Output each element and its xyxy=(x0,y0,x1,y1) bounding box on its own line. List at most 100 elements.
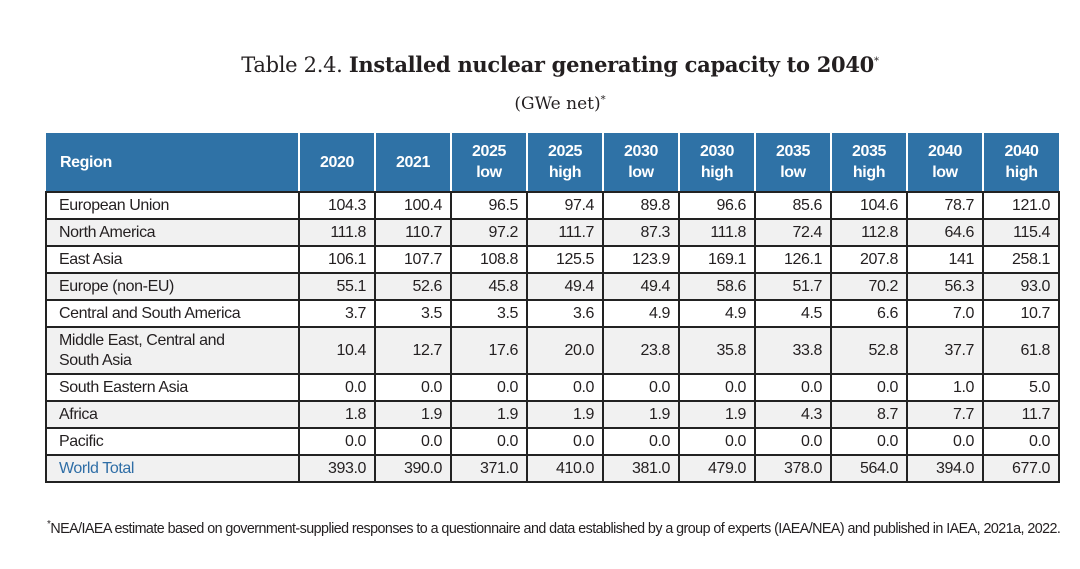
value-cell: 141 xyxy=(906,245,984,274)
header-text: 2025 xyxy=(548,143,582,160)
region-cell: Europe (non-EU) xyxy=(45,272,300,301)
region-cell: South Eastern Asia xyxy=(45,373,300,402)
value-cell: 393.0 xyxy=(298,454,376,483)
value-cell: 106.1 xyxy=(298,245,376,274)
value-cell: 20.0 xyxy=(526,326,604,375)
value-cell: 0.0 xyxy=(754,427,832,456)
header-text: 2025 xyxy=(472,143,506,160)
value-cell: 115.4 xyxy=(982,218,1060,247)
value-cell: 108.8 xyxy=(450,245,528,274)
value-cell: 51.7 xyxy=(754,272,832,301)
table-title: Table 2.4. Installed nuclear generating … xyxy=(0,52,1080,77)
value-cell: 1.9 xyxy=(678,400,756,429)
value-cell: 3.7 xyxy=(298,299,376,328)
value-cell: 96.5 xyxy=(450,191,528,220)
value-cell: 125.5 xyxy=(526,245,604,274)
value-cell: 7.7 xyxy=(906,400,984,429)
value-cell: 258.1 xyxy=(982,245,1060,274)
value-cell: 381.0 xyxy=(602,454,680,483)
value-cell: 0.0 xyxy=(906,427,984,456)
value-cell: 87.3 xyxy=(602,218,680,247)
table-row: East Asia 106.1 107.7 108.8 125.5 123.9 169.1 1… xyxy=(45,245,1060,274)
value-cell: 4.3 xyxy=(754,400,832,429)
value-cell: 0.0 xyxy=(830,373,908,402)
table-row: North America 111.8 110.7 97.2 111.7 87.3 111.… xyxy=(45,218,1060,247)
value-cell: 61.8 xyxy=(982,326,1060,375)
region-cell: World Total xyxy=(45,454,300,483)
value-cell: 70.2 xyxy=(830,272,908,301)
region-cell: Pacific xyxy=(45,427,300,456)
value-cell: 394.0 xyxy=(906,454,984,483)
region-cell: European Union xyxy=(45,191,300,220)
table-row: South Eastern Asia 0.0 0.0 0.0 0.0 0.0 0.0 0.0 0… xyxy=(45,373,1060,402)
region-cell: Africa xyxy=(45,400,300,429)
column-header: 2020 xyxy=(298,133,375,193)
value-cell: 0.0 xyxy=(298,373,376,402)
value-cell: 3.5 xyxy=(374,299,452,328)
value-cell: 123.9 xyxy=(602,245,680,274)
value-cell: 85.6 xyxy=(754,191,832,220)
units-footnote-marker: * xyxy=(600,94,606,106)
value-cell: 11.7 xyxy=(982,400,1060,429)
header-text: 2030 xyxy=(700,143,734,160)
value-cell: 96.6 xyxy=(678,191,756,220)
value-cell: 93.0 xyxy=(982,272,1060,301)
value-cell: 121.0 xyxy=(982,191,1060,220)
value-cell: 1.9 xyxy=(602,400,680,429)
column-header-region: Region xyxy=(46,133,299,193)
total-row: World Total 393.0 390.0 371.0 410.0 381.0 479.… xyxy=(45,454,1060,483)
table-units: (GWe net)* xyxy=(0,94,1080,114)
value-cell: 0.0 xyxy=(982,427,1060,456)
value-cell: 104.6 xyxy=(830,191,908,220)
value-cell: 126.1 xyxy=(754,245,832,274)
header-text: 2020 xyxy=(320,153,354,171)
table-number: Table 2.4. xyxy=(241,53,343,77)
value-cell: 564.0 xyxy=(830,454,908,483)
value-cell: 0.0 xyxy=(830,427,908,456)
value-cell: 58.6 xyxy=(678,272,756,301)
value-cell: 89.8 xyxy=(602,191,680,220)
table-row: Africa 1.8 1.9 1.9 1.9 1.9 1.9 4.3 8.7 7.7 11.7 xyxy=(45,400,1060,429)
header-text: 2021 xyxy=(396,153,430,171)
header-text: 2030 xyxy=(624,143,658,160)
region-cell: East Asia xyxy=(45,245,300,274)
value-cell: 378.0 xyxy=(754,454,832,483)
value-cell: 0.0 xyxy=(450,373,528,402)
value-cell: 110.7 xyxy=(374,218,452,247)
value-cell: 0.0 xyxy=(602,373,680,402)
column-header: 2035 high xyxy=(830,133,907,193)
title-footnote-marker: * xyxy=(874,56,879,67)
value-cell: 1.9 xyxy=(526,400,604,429)
value-cell: 111.8 xyxy=(678,218,756,247)
value-cell: 207.8 xyxy=(830,245,908,274)
value-cell: 1.0 xyxy=(906,373,984,402)
value-cell: 112.8 xyxy=(830,218,908,247)
header-text: high xyxy=(1005,164,1038,181)
value-cell: 0.0 xyxy=(374,427,452,456)
value-cell: 107.7 xyxy=(374,245,452,274)
column-header: 2035 low xyxy=(754,133,831,193)
footnote-text: NEA/IAEA estimate based on government-su… xyxy=(50,520,1061,537)
value-cell: 390.0 xyxy=(374,454,452,483)
value-cell: 0.0 xyxy=(374,373,452,402)
value-cell: 479.0 xyxy=(678,454,756,483)
region-cell: Central and South America xyxy=(45,299,300,328)
footnote-marker: * xyxy=(47,519,51,530)
value-cell: 97.2 xyxy=(450,218,528,247)
value-cell: 35.8 xyxy=(678,326,756,375)
value-cell: 104.3 xyxy=(298,191,376,220)
region-cell: North America xyxy=(45,218,300,247)
value-cell: 10.4 xyxy=(298,326,376,375)
header-text: Region xyxy=(60,153,112,171)
table-row: Europe (non-EU) 55.1 52.6 45.8 49.4 49.4 58.6 5… xyxy=(45,272,1060,301)
header-text: low xyxy=(476,164,502,181)
value-cell: 371.0 xyxy=(450,454,528,483)
header-text: 2040 xyxy=(928,143,962,160)
value-cell: 6.6 xyxy=(830,299,908,328)
table-row: European Union 104.3 100.4 96.5 97.4 89.8 96.6… xyxy=(45,191,1060,220)
table-title-text: Installed nuclear generating capacity to… xyxy=(348,52,874,77)
header-text: high xyxy=(548,164,582,181)
value-cell: 12.7 xyxy=(374,326,452,375)
header-text: low xyxy=(932,164,958,181)
value-cell: 52.8 xyxy=(830,326,908,375)
